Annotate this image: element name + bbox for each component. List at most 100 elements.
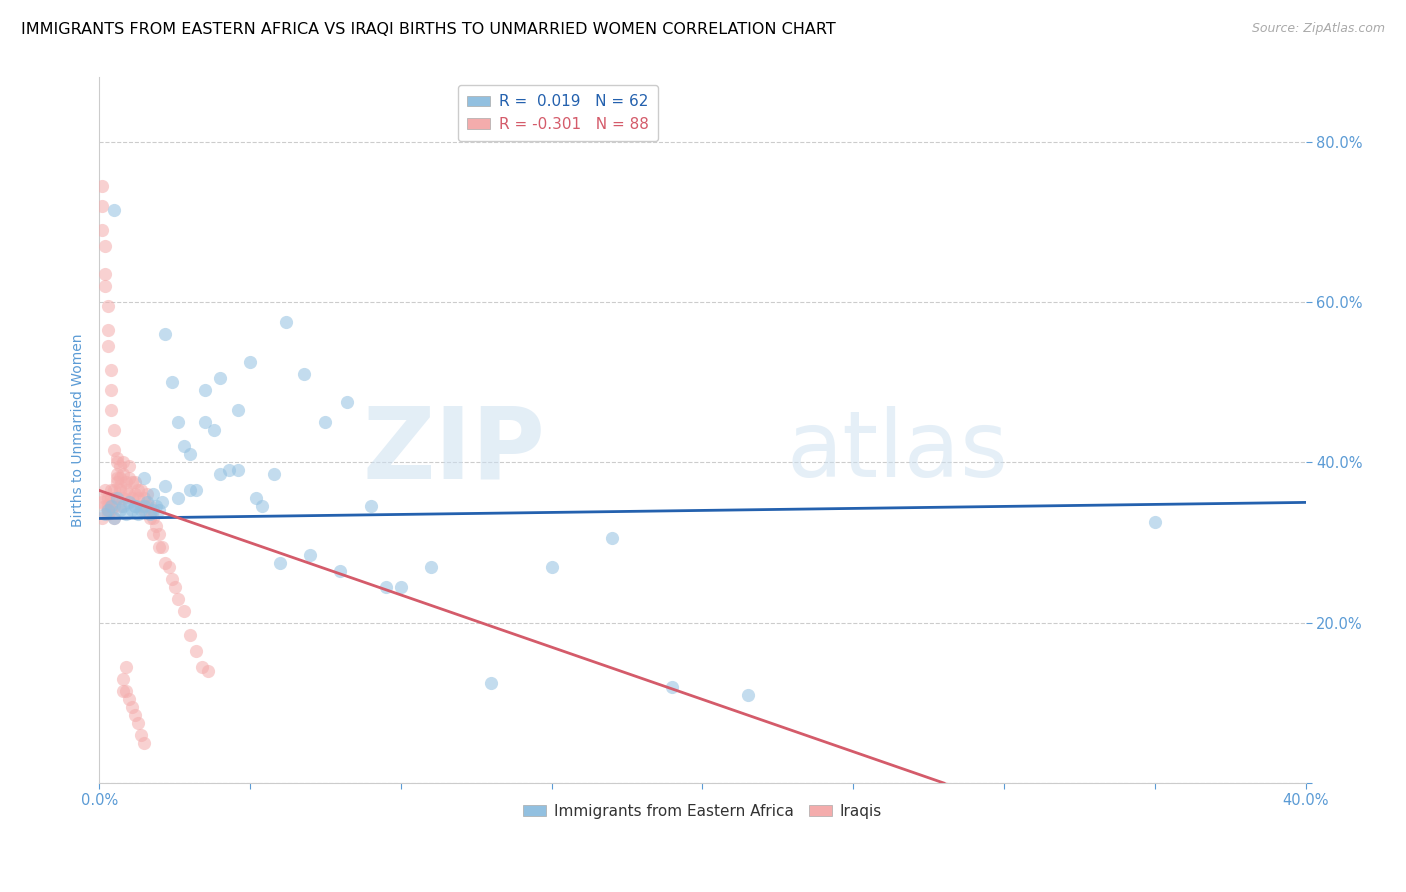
Point bbox=[194, 415, 217, 429]
Point bbox=[190, 660, 212, 674]
Point bbox=[127, 715, 149, 730]
Point bbox=[139, 511, 162, 525]
Point bbox=[127, 491, 149, 506]
Point bbox=[105, 471, 128, 485]
Point bbox=[131, 503, 153, 517]
Point bbox=[335, 395, 357, 409]
Point bbox=[173, 604, 195, 618]
Point bbox=[97, 299, 120, 313]
Point bbox=[103, 443, 125, 458]
Point bbox=[97, 491, 120, 506]
Point bbox=[103, 511, 125, 525]
Point bbox=[139, 508, 162, 522]
Point bbox=[94, 491, 117, 506]
Point bbox=[155, 326, 177, 341]
Point bbox=[142, 503, 165, 517]
Point bbox=[134, 471, 156, 485]
Point bbox=[314, 415, 336, 429]
Point bbox=[100, 503, 122, 517]
Point bbox=[479, 675, 502, 690]
Point bbox=[226, 403, 249, 417]
Point bbox=[124, 500, 146, 514]
Point bbox=[142, 527, 165, 541]
Point bbox=[115, 683, 138, 698]
Point bbox=[105, 455, 128, 469]
Point bbox=[118, 691, 141, 706]
Y-axis label: Births to Unmarried Women: Births to Unmarried Women bbox=[72, 334, 86, 527]
Point bbox=[100, 491, 122, 506]
Point bbox=[127, 483, 149, 498]
Point bbox=[292, 367, 315, 381]
Point bbox=[148, 540, 170, 554]
Point bbox=[374, 580, 396, 594]
Point bbox=[737, 688, 759, 702]
Point bbox=[600, 532, 623, 546]
Point bbox=[97, 339, 120, 353]
Point bbox=[263, 467, 285, 482]
Point bbox=[239, 355, 262, 369]
Point bbox=[115, 660, 138, 674]
Point bbox=[136, 500, 159, 514]
Point bbox=[329, 564, 352, 578]
Point bbox=[276, 315, 298, 329]
Point bbox=[134, 503, 156, 517]
Point bbox=[105, 475, 128, 490]
Point bbox=[110, 459, 132, 474]
Point bbox=[155, 556, 177, 570]
Point bbox=[121, 503, 143, 517]
Point bbox=[139, 500, 162, 514]
Point bbox=[118, 459, 141, 474]
Text: Source: ZipAtlas.com: Source: ZipAtlas.com bbox=[1251, 22, 1385, 36]
Point bbox=[100, 500, 122, 514]
Point bbox=[97, 323, 120, 337]
Point bbox=[250, 500, 273, 514]
Point bbox=[136, 487, 159, 501]
Point bbox=[94, 500, 117, 514]
Point bbox=[1143, 516, 1166, 530]
Point bbox=[202, 423, 225, 437]
Point bbox=[97, 503, 120, 517]
Point bbox=[94, 508, 117, 522]
Point bbox=[142, 487, 165, 501]
Point bbox=[103, 511, 125, 525]
Point bbox=[127, 508, 149, 522]
Point bbox=[100, 363, 122, 377]
Point bbox=[166, 491, 188, 506]
Point bbox=[160, 572, 183, 586]
Point bbox=[166, 415, 188, 429]
Point bbox=[131, 500, 153, 514]
Point bbox=[112, 491, 135, 506]
Point bbox=[145, 519, 167, 533]
Point bbox=[184, 483, 207, 498]
Point bbox=[245, 491, 267, 506]
Point bbox=[103, 423, 125, 437]
Point bbox=[115, 475, 138, 490]
Point bbox=[661, 680, 683, 694]
Point bbox=[91, 199, 114, 213]
Point bbox=[124, 475, 146, 490]
Point bbox=[208, 371, 231, 385]
Point bbox=[103, 483, 125, 498]
Point bbox=[389, 580, 412, 594]
Text: IMMIGRANTS FROM EASTERN AFRICA VS IRAQI BIRTHS TO UNMARRIED WOMEN CORRELATION CH: IMMIGRANTS FROM EASTERN AFRICA VS IRAQI … bbox=[21, 22, 835, 37]
Point bbox=[112, 467, 135, 482]
Point bbox=[540, 559, 562, 574]
Point bbox=[208, 467, 231, 482]
Point bbox=[103, 500, 125, 514]
Point bbox=[118, 487, 141, 501]
Point bbox=[157, 559, 180, 574]
Point bbox=[91, 511, 114, 525]
Text: ZIP: ZIP bbox=[363, 403, 546, 500]
Point bbox=[105, 491, 128, 506]
Point bbox=[103, 202, 125, 217]
Point bbox=[100, 383, 122, 397]
Point bbox=[148, 503, 170, 517]
Point bbox=[110, 471, 132, 485]
Point bbox=[118, 495, 141, 509]
Point bbox=[124, 487, 146, 501]
Point bbox=[100, 403, 122, 417]
Point bbox=[97, 508, 120, 522]
Point bbox=[94, 483, 117, 498]
Point bbox=[163, 580, 186, 594]
Point bbox=[134, 500, 156, 514]
